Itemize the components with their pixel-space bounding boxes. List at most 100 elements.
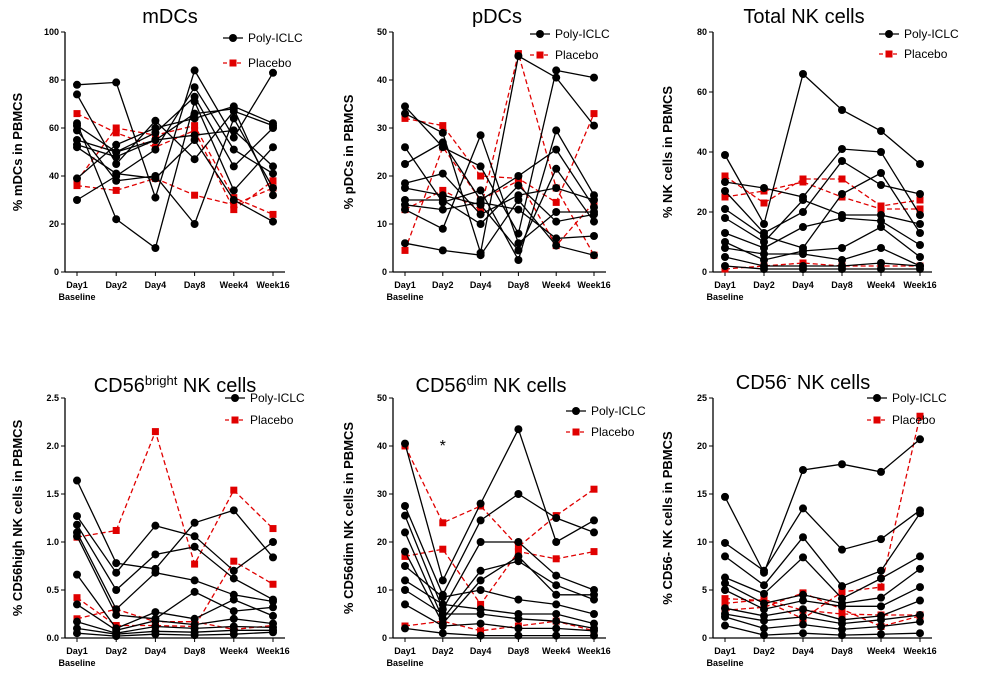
y-tick-label: 50 (377, 393, 387, 403)
data-point-circle (916, 241, 924, 249)
poly-iclc-series (401, 511, 598, 614)
poly-iclc-series (721, 509, 924, 591)
poly-iclc-series (721, 504, 924, 575)
data-point-circle (838, 460, 846, 469)
poly-iclc-series (721, 583, 924, 614)
series-line (76, 560, 274, 628)
data-point-circle (838, 157, 846, 165)
data-point-circle (877, 593, 885, 602)
x-tick-label-baseline: Baseline (706, 658, 743, 668)
series-line (724, 262, 920, 270)
data-point-circle (229, 506, 238, 515)
series-line (404, 627, 594, 637)
x-tick-label: Day2 (105, 646, 127, 656)
data-point-circle (721, 244, 729, 252)
data-point-circle (401, 102, 409, 111)
data-point-circle (552, 241, 561, 250)
series-line (724, 555, 921, 600)
data-point-circle (112, 140, 121, 149)
series-line (76, 535, 274, 620)
x-tick-label: Day8 (184, 646, 206, 656)
data-point-circle (552, 617, 561, 626)
placebo-series (401, 442, 598, 551)
data-point-circle (552, 624, 561, 633)
legend: Poly-ICLC Placebo (223, 31, 303, 70)
data-point-square (590, 548, 598, 556)
legend-marker-poly-iclc (572, 407, 580, 415)
data-point-circle (514, 490, 523, 498)
data-point-circle (438, 128, 447, 137)
data-point-circle (401, 502, 409, 510)
data-point-circle (190, 576, 199, 585)
series-line (76, 631, 274, 637)
data-point-circle (73, 600, 81, 609)
data-point-circle (190, 83, 199, 92)
series-line (724, 438, 921, 575)
x-tick-label: Day8 (831, 646, 853, 656)
data-point-circle (838, 602, 846, 611)
legend-marker-poly-iclc (536, 30, 544, 38)
series-line (76, 524, 274, 601)
data-point-circle (590, 610, 598, 618)
y-tick-label: 0 (702, 633, 707, 643)
data-point-circle (438, 196, 447, 204)
data-point-circle (401, 184, 409, 192)
data-point-circle (112, 586, 121, 594)
legend: Poly-ICLC Placebo (225, 391, 305, 427)
data-point-circle (151, 521, 160, 530)
series-line (404, 565, 595, 615)
data-point-circle (401, 600, 409, 609)
series-line (76, 113, 274, 211)
series-line (724, 624, 921, 636)
data-point-circle (838, 190, 846, 198)
x-tick-label: Week16 (577, 646, 610, 656)
series-line (404, 133, 594, 245)
data-point-circle (190, 114, 199, 123)
poly-iclc-series (401, 624, 598, 640)
data-point-circle (269, 162, 277, 171)
data-point-circle (438, 629, 447, 638)
data-point-circle (877, 217, 885, 225)
data-point-circle (799, 504, 807, 513)
poly-iclc-series (721, 214, 924, 252)
series-line (76, 532, 274, 611)
y-tick-label: 20 (49, 219, 59, 229)
series-line (724, 592, 921, 628)
placebo-series (73, 110, 277, 214)
legend-marker-placebo (231, 416, 239, 424)
legend-label-placebo: Placebo (892, 413, 936, 427)
y-axis-label: % CD56dim NK cells in PBMCS (341, 422, 356, 614)
data-point-square (552, 198, 560, 206)
data-point-circle (916, 552, 924, 561)
poly-iclc-series (73, 512, 277, 577)
series-line (76, 627, 273, 635)
data-point-circle (151, 550, 160, 559)
data-point-circle (552, 514, 561, 522)
series-line (724, 199, 921, 243)
series-line (724, 507, 921, 572)
data-point-circle (916, 220, 924, 228)
poly-iclc-series (401, 586, 598, 633)
data-point-circle (799, 596, 807, 605)
data-point-square (269, 580, 277, 588)
data-point-circle (514, 172, 523, 180)
data-point-circle (799, 590, 807, 599)
data-point-circle (916, 253, 924, 261)
data-point-square (477, 600, 485, 608)
data-point-circle (190, 631, 199, 640)
series-line (76, 429, 274, 566)
data-point-square (916, 205, 924, 213)
data-point-circle (838, 214, 846, 222)
x-tick-label: Week16 (903, 280, 936, 290)
data-point-circle (229, 102, 238, 111)
data-point-circle (838, 619, 846, 628)
data-point-circle (590, 217, 598, 226)
data-point-circle (269, 119, 277, 128)
series-line (76, 138, 274, 223)
x-tick-label: Week4 (542, 280, 570, 290)
data-point-circle (112, 610, 121, 619)
series-line (404, 532, 595, 621)
legend-marker-placebo (229, 59, 237, 67)
series-line (76, 608, 274, 631)
data-point-circle (760, 624, 768, 633)
